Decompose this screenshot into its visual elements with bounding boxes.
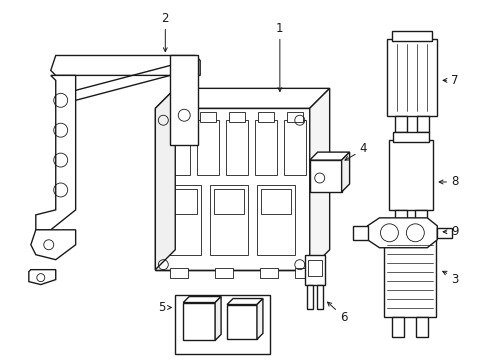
Text: 1: 1 — [276, 22, 283, 35]
Text: 9: 9 — [450, 225, 458, 238]
Bar — [392, 31, 431, 41]
Text: 7: 7 — [450, 74, 458, 87]
Bar — [167, 189, 197, 214]
Bar — [200, 112, 216, 122]
Polygon shape — [341, 152, 349, 192]
Bar — [228, 112, 244, 122]
Bar — [214, 189, 244, 214]
Text: 3: 3 — [450, 273, 458, 286]
Text: 6: 6 — [339, 311, 346, 324]
Bar — [286, 112, 302, 122]
Bar — [170, 55, 198, 145]
Polygon shape — [309, 152, 349, 160]
Bar — [392, 318, 404, 337]
Polygon shape — [183, 297, 221, 302]
Bar — [183, 302, 215, 340]
Bar — [171, 112, 187, 122]
Polygon shape — [51, 55, 200, 75]
Text: 2: 2 — [161, 12, 169, 25]
Text: 4: 4 — [359, 141, 366, 155]
Bar — [256, 185, 294, 255]
Bar — [170, 268, 188, 278]
Bar — [384, 240, 435, 318]
Bar — [175, 294, 269, 354]
Bar — [226, 305, 256, 339]
Polygon shape — [436, 228, 451, 238]
Text: 8: 8 — [450, 175, 458, 189]
Text: 5: 5 — [158, 301, 165, 314]
Bar — [155, 108, 309, 270]
Polygon shape — [31, 230, 76, 260]
Bar — [260, 268, 277, 278]
Bar — [163, 185, 201, 255]
Polygon shape — [367, 218, 436, 248]
Bar — [395, 210, 407, 228]
Bar — [309, 160, 341, 192]
Bar — [393, 132, 428, 142]
Polygon shape — [215, 297, 221, 340]
Bar — [386, 39, 436, 116]
Polygon shape — [309, 88, 329, 270]
Bar — [415, 318, 427, 337]
Polygon shape — [29, 270, 56, 285]
Bar — [414, 210, 427, 228]
Bar — [395, 116, 407, 132]
Bar — [388, 235, 430, 243]
Bar — [261, 189, 290, 214]
Bar — [254, 120, 276, 175]
Bar — [197, 120, 219, 175]
Bar — [225, 120, 247, 175]
Polygon shape — [155, 88, 329, 108]
Bar — [210, 185, 247, 255]
Bar — [215, 268, 233, 278]
Bar — [258, 112, 273, 122]
Bar — [306, 285, 312, 310]
Polygon shape — [36, 75, 76, 230]
Bar — [283, 120, 305, 175]
Bar — [316, 285, 322, 310]
Polygon shape — [256, 298, 263, 339]
Bar — [307, 260, 321, 276]
Polygon shape — [226, 298, 263, 305]
Bar — [168, 120, 190, 175]
Bar — [304, 255, 324, 285]
Polygon shape — [155, 88, 175, 270]
Bar — [294, 268, 312, 278]
Polygon shape — [352, 226, 367, 240]
Bar — [416, 116, 428, 132]
Bar — [388, 140, 432, 210]
